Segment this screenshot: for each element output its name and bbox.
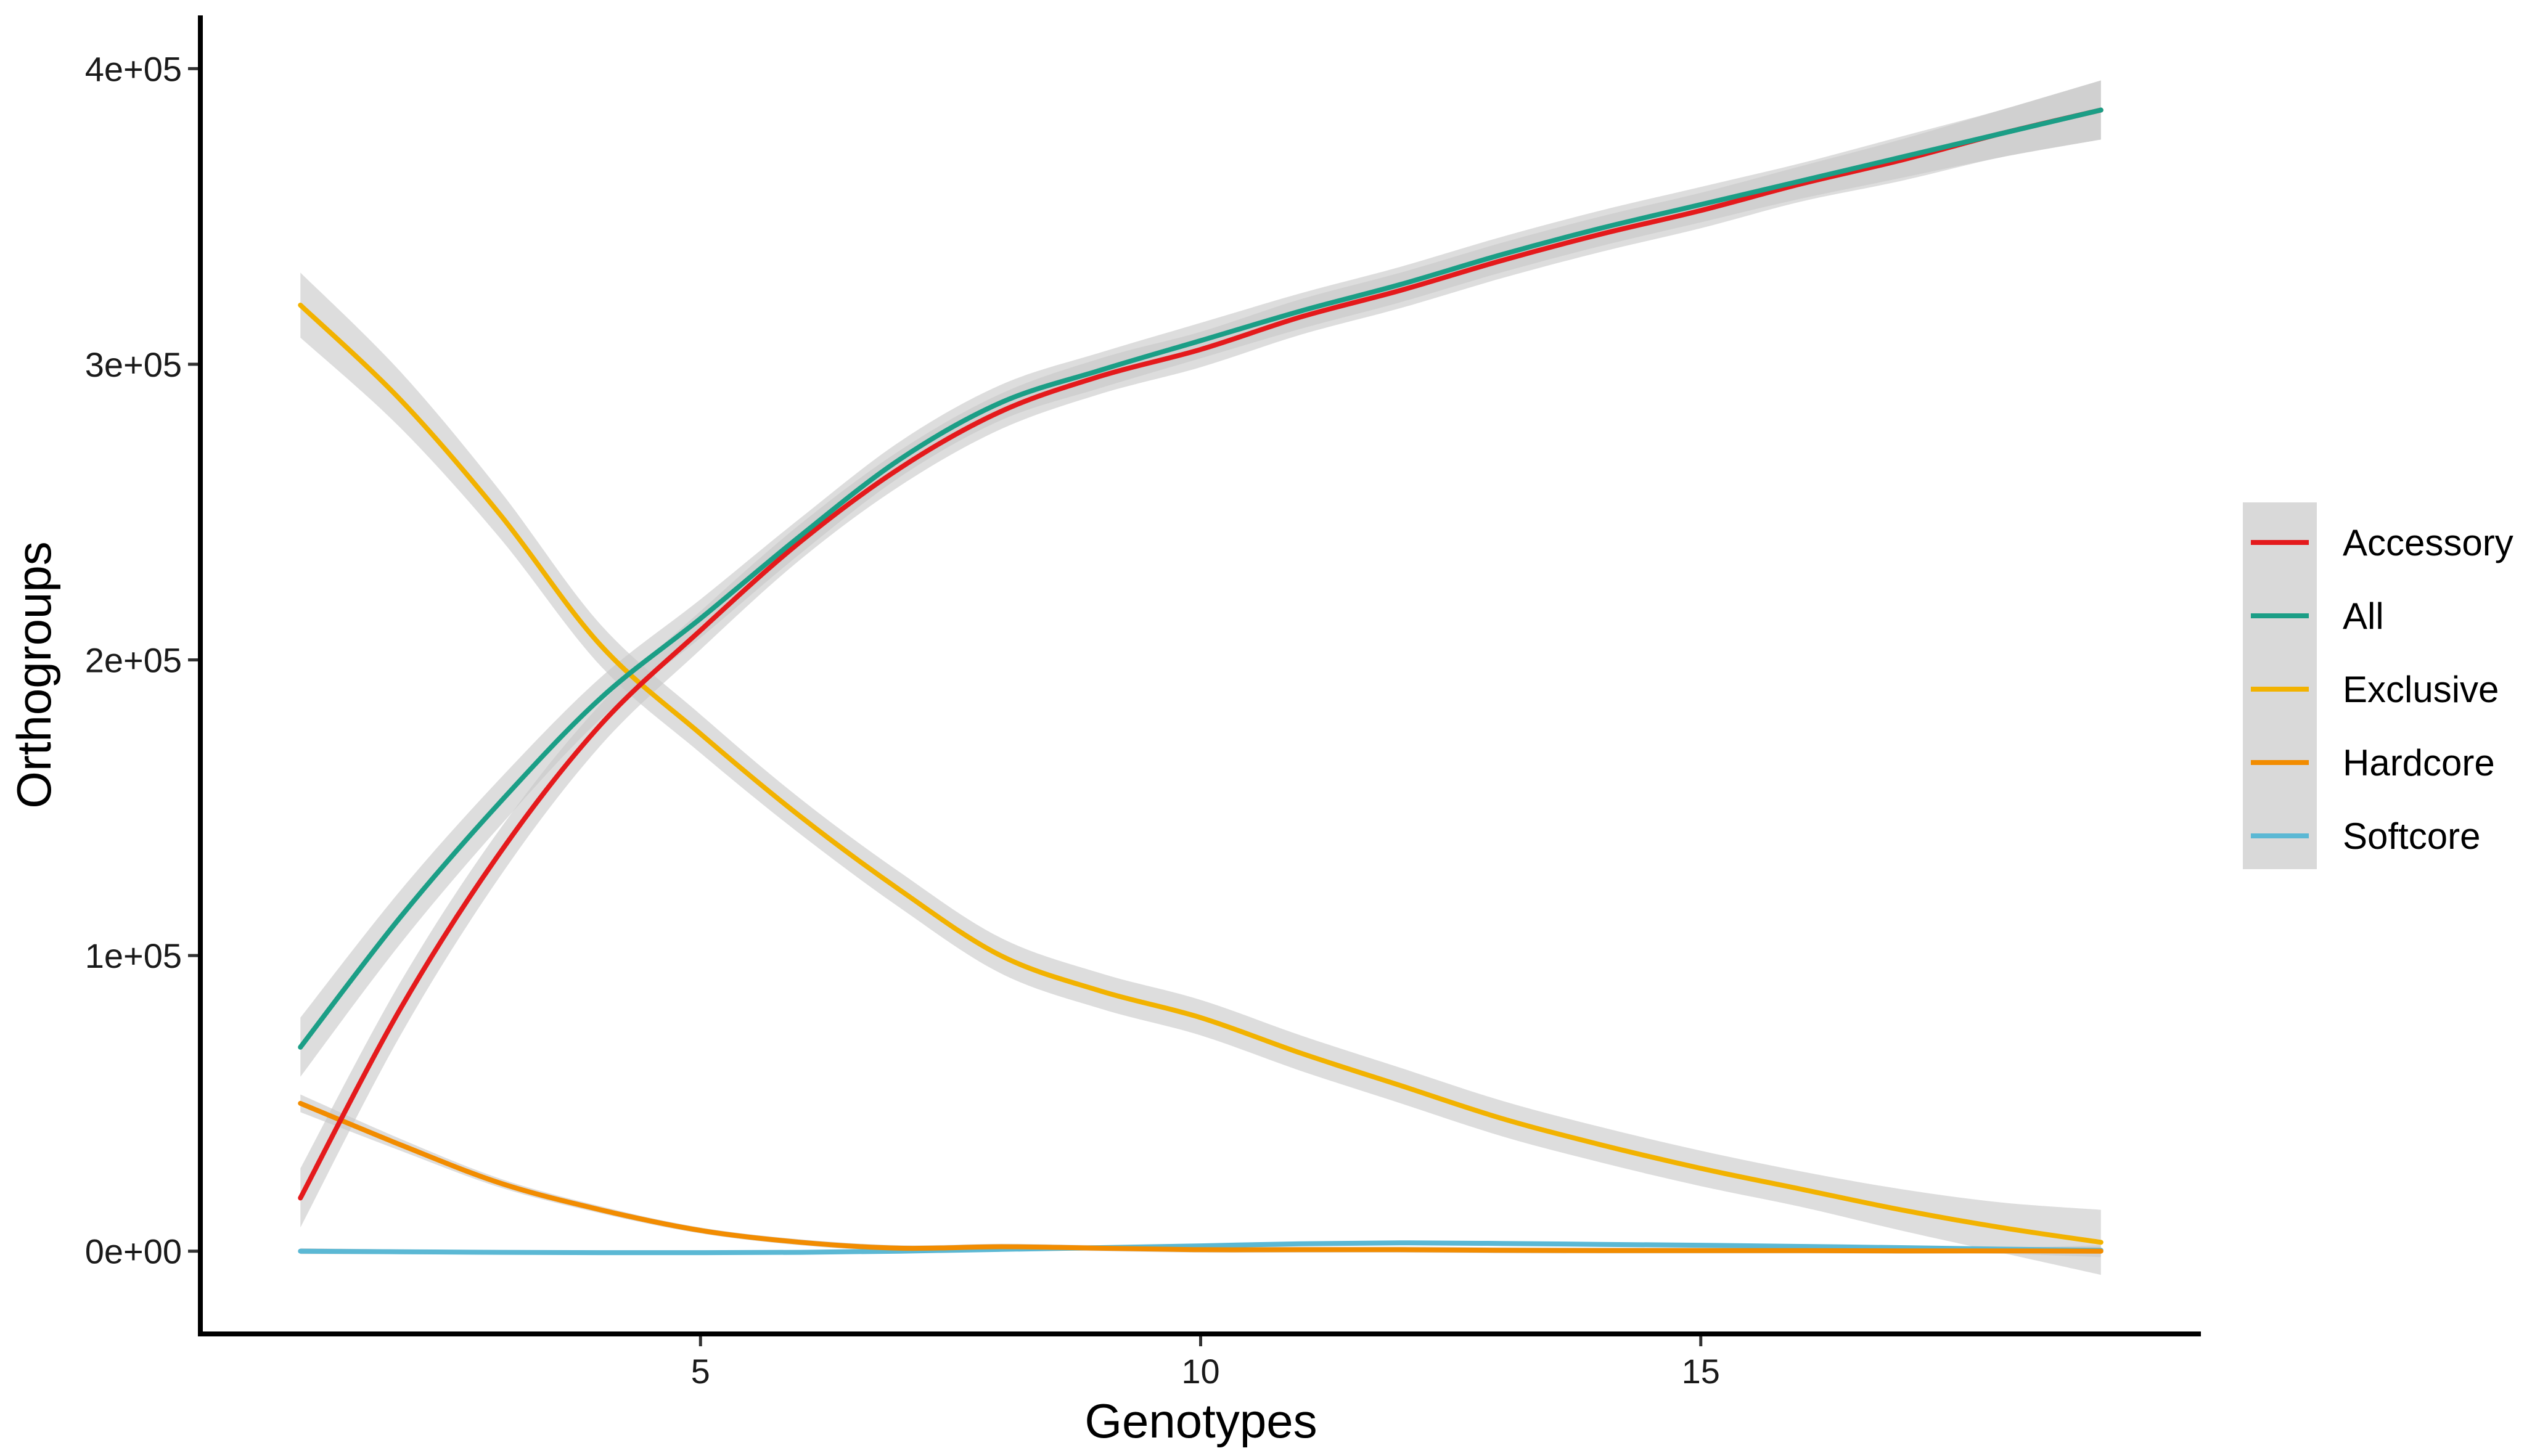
legend: Accessory All Exclusive Hardcore Softcore [2243,502,2513,869]
legend-label-hardcore: Hardcore [2343,742,2495,783]
axes [198,15,2201,1336]
series-line-accessory [298,107,2104,1201]
series-line-softcore [298,1240,2104,1256]
series-line-all [298,107,2104,1050]
series-line-exclusive [298,303,2104,1245]
x-axis-title: Genotypes [1084,1394,1317,1448]
x-tick-label: 10 [1181,1352,1219,1391]
legend-label-all: All [2343,595,2384,637]
series-lines [298,107,2104,1256]
series-line-hardcore [298,1100,2104,1254]
legend-label-exclusive: Exclusive [2343,669,2499,710]
legend-label-softcore: Softcore [2343,816,2480,857]
y-tick-label: 3e+05 [85,345,182,384]
y-tick-label: 1e+05 [85,936,182,975]
y-tick-label: 0e+00 [85,1232,182,1271]
legend-key-background [2243,502,2317,869]
x-ticks: 5 10 15 [691,1336,1720,1391]
x-tick-label: 5 [691,1352,710,1391]
y-tick-label: 4e+05 [85,49,182,88]
y-axis-title: Orthogroups [7,541,61,809]
x-tick-label: 15 [1682,1352,1720,1391]
legend-label-accessory: Accessory [2343,522,2513,563]
y-ticks: 0e+00 1e+05 2e+05 3e+05 4e+05 [85,49,198,1271]
y-tick-label: 2e+05 [85,641,182,680]
